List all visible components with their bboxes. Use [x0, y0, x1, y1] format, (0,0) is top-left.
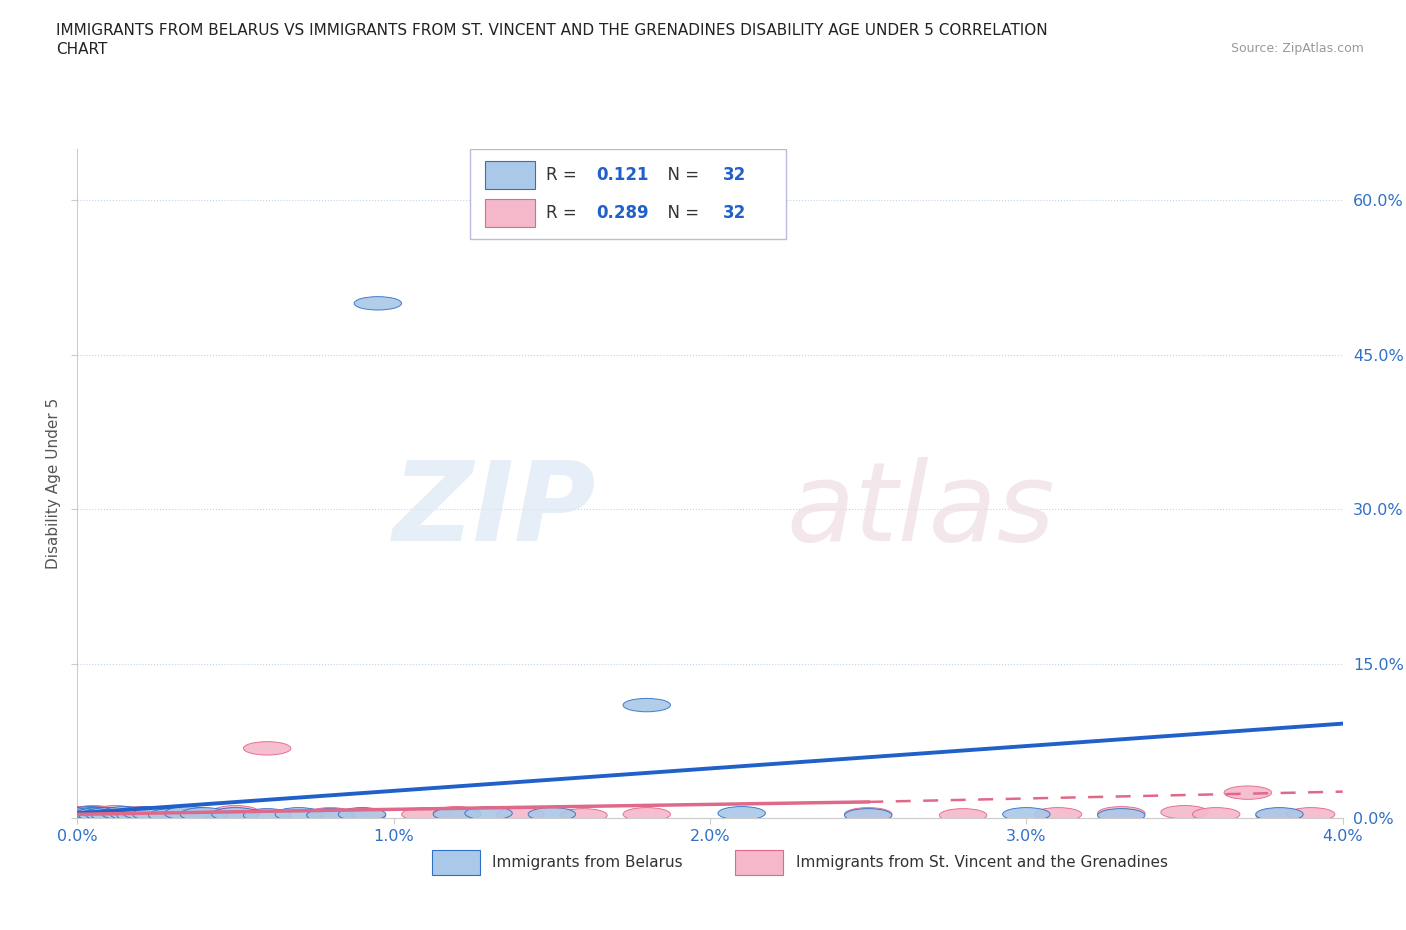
Text: N =: N =	[657, 204, 704, 222]
Ellipse shape	[339, 808, 385, 822]
FancyBboxPatch shape	[470, 149, 786, 239]
Ellipse shape	[465, 806, 512, 820]
Ellipse shape	[66, 808, 114, 822]
Ellipse shape	[86, 807, 132, 821]
Ellipse shape	[180, 807, 228, 821]
FancyBboxPatch shape	[735, 850, 783, 875]
Ellipse shape	[132, 807, 180, 821]
Text: CHART: CHART	[56, 42, 108, 57]
Ellipse shape	[149, 806, 195, 820]
Ellipse shape	[117, 808, 165, 822]
Text: N =: N =	[657, 166, 704, 184]
Ellipse shape	[79, 808, 127, 822]
Ellipse shape	[1098, 808, 1144, 822]
Text: IMMIGRANTS FROM BELARUS VS IMMIGRANTS FROM ST. VINCENT AND THE GRENADINES DISABI: IMMIGRANTS FROM BELARUS VS IMMIGRANTS FR…	[56, 23, 1047, 38]
Text: Immigrants from St. Vincent and the Grenadines: Immigrants from St. Vincent and the Gren…	[796, 855, 1168, 870]
Ellipse shape	[124, 806, 170, 820]
Text: ZIP: ZIP	[392, 457, 596, 564]
Ellipse shape	[1098, 806, 1144, 820]
Ellipse shape	[402, 807, 449, 821]
Ellipse shape	[69, 805, 117, 819]
Ellipse shape	[1161, 805, 1208, 819]
Ellipse shape	[149, 808, 195, 822]
Ellipse shape	[60, 807, 107, 821]
Text: Source: ZipAtlas.com: Source: ZipAtlas.com	[1230, 42, 1364, 55]
Ellipse shape	[91, 808, 139, 822]
Ellipse shape	[560, 808, 607, 822]
Ellipse shape	[1192, 807, 1240, 821]
Ellipse shape	[433, 806, 481, 820]
Ellipse shape	[529, 807, 575, 821]
Ellipse shape	[60, 806, 107, 820]
Text: atlas: atlas	[786, 457, 1054, 564]
Ellipse shape	[165, 806, 212, 820]
Ellipse shape	[212, 807, 259, 821]
Text: Immigrants from Belarus: Immigrants from Belarus	[492, 855, 683, 870]
Ellipse shape	[101, 808, 149, 822]
Ellipse shape	[307, 808, 354, 822]
FancyBboxPatch shape	[485, 161, 536, 189]
Ellipse shape	[132, 807, 180, 821]
Text: R =: R =	[546, 166, 582, 184]
Y-axis label: Disability Age Under 5: Disability Age Under 5	[45, 398, 60, 569]
Ellipse shape	[63, 807, 111, 821]
Ellipse shape	[307, 807, 354, 821]
Ellipse shape	[63, 808, 111, 822]
Ellipse shape	[1256, 808, 1303, 822]
Ellipse shape	[623, 698, 671, 711]
Ellipse shape	[339, 807, 385, 821]
Ellipse shape	[1035, 807, 1081, 821]
Ellipse shape	[91, 805, 139, 819]
Ellipse shape	[496, 807, 544, 821]
Text: 0.289: 0.289	[596, 204, 648, 222]
Ellipse shape	[1002, 807, 1050, 821]
Ellipse shape	[845, 808, 891, 822]
Ellipse shape	[623, 807, 671, 821]
Text: 32: 32	[723, 204, 747, 222]
Ellipse shape	[117, 806, 165, 820]
Ellipse shape	[354, 297, 402, 310]
Ellipse shape	[1288, 807, 1334, 821]
Ellipse shape	[101, 806, 149, 820]
Ellipse shape	[243, 808, 291, 822]
Ellipse shape	[180, 808, 228, 822]
Ellipse shape	[73, 808, 120, 822]
Ellipse shape	[66, 806, 114, 820]
Ellipse shape	[86, 807, 132, 821]
Ellipse shape	[79, 806, 127, 820]
Ellipse shape	[845, 807, 891, 821]
Ellipse shape	[212, 805, 259, 819]
Text: R =: R =	[546, 204, 582, 222]
Ellipse shape	[76, 808, 124, 822]
Ellipse shape	[76, 807, 124, 821]
Ellipse shape	[1225, 786, 1271, 800]
Ellipse shape	[243, 741, 291, 755]
Ellipse shape	[73, 807, 120, 821]
Ellipse shape	[718, 806, 765, 820]
Ellipse shape	[276, 807, 322, 821]
Ellipse shape	[69, 807, 117, 821]
Text: 0.121: 0.121	[596, 166, 648, 184]
Ellipse shape	[1256, 807, 1303, 821]
Ellipse shape	[111, 807, 157, 821]
Ellipse shape	[433, 807, 481, 821]
FancyBboxPatch shape	[432, 850, 479, 875]
Text: 32: 32	[723, 166, 747, 184]
FancyBboxPatch shape	[485, 199, 536, 227]
Ellipse shape	[939, 808, 987, 822]
